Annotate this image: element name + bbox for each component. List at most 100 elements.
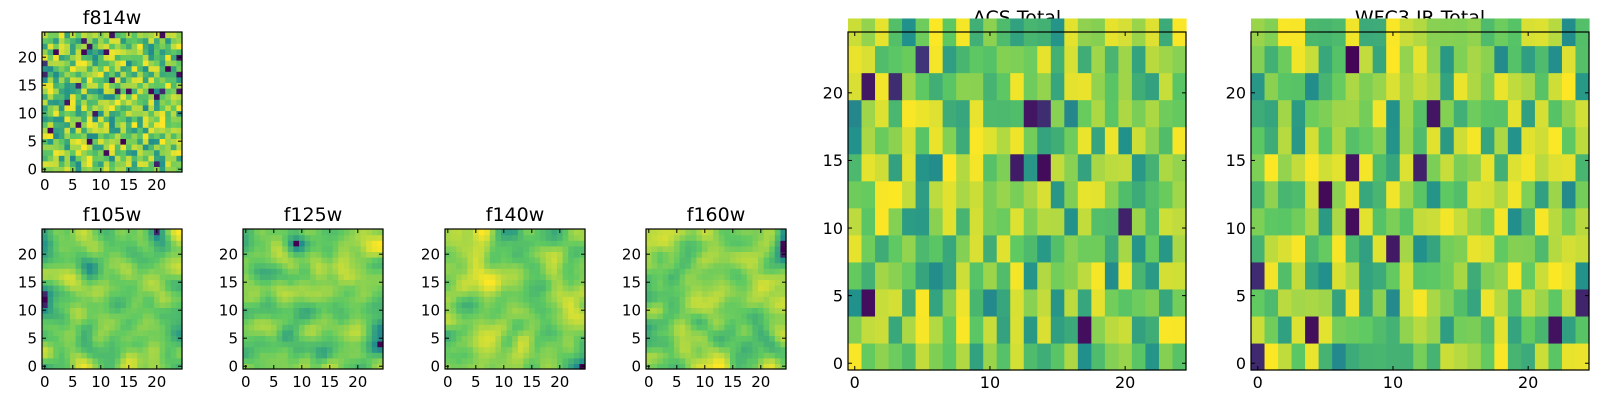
heatmap-cell <box>888 99 903 128</box>
heatmap-cell <box>467 357 474 364</box>
heatmap-cell <box>1467 45 1482 74</box>
heatmap-cell <box>265 229 272 236</box>
heatmap-cell <box>321 229 328 236</box>
heatmap-cell <box>763 245 770 252</box>
heatmap-cell <box>92 324 99 331</box>
heatmap-cell <box>332 352 339 359</box>
heatmap-cell <box>1413 45 1428 74</box>
heatmap-cell <box>321 318 328 325</box>
heatmap-cell <box>668 251 675 258</box>
x-tick-label: 10 <box>292 373 311 391</box>
heatmap-cell <box>707 290 714 297</box>
heatmap-cell <box>126 329 133 336</box>
heatmap-cell <box>562 329 569 336</box>
heatmap-cell <box>746 279 753 286</box>
heatmap-cell <box>47 99 54 106</box>
heatmap-cell <box>445 341 452 348</box>
heatmap-cell <box>557 290 564 297</box>
heatmap-cell <box>176 76 183 83</box>
heatmap-cell <box>120 285 127 292</box>
heatmap-cell <box>98 138 105 145</box>
heatmap-cell <box>70 48 77 55</box>
heatmap-cell <box>114 234 121 241</box>
heatmap-cell <box>86 285 93 292</box>
heatmap-cell <box>265 357 272 364</box>
heatmap-cell <box>120 43 127 50</box>
heatmap-cell <box>996 72 1011 101</box>
heatmap-cell <box>769 335 776 342</box>
heatmap-cell <box>276 324 283 331</box>
heatmap-cell <box>674 335 681 342</box>
heatmap-cell <box>685 352 692 359</box>
heatmap-cell <box>1131 207 1147 236</box>
heatmap-cell <box>1251 72 1266 101</box>
heatmap-cell <box>713 268 720 275</box>
heatmap-cell <box>501 257 508 264</box>
heatmap-cell <box>131 229 138 236</box>
heatmap-cell <box>114 268 121 275</box>
heatmap-cell <box>450 273 457 280</box>
heatmap-cell <box>64 60 71 67</box>
heatmap-cell <box>746 341 753 348</box>
heatmap-cell <box>114 99 121 106</box>
heatmap-cell <box>752 313 759 320</box>
heatmap-cell <box>114 32 121 39</box>
heatmap-cell <box>848 315 863 344</box>
heatmap-cell <box>461 290 468 297</box>
heatmap-cell <box>315 296 322 303</box>
heatmap-cell <box>1521 288 1536 317</box>
heatmap-cell <box>366 329 373 336</box>
heatmap-cell <box>58 307 65 314</box>
heatmap-cell <box>287 346 294 353</box>
heatmap-cell <box>1345 207 1360 236</box>
heatmap-cell <box>103 279 110 286</box>
heatmap-cell <box>758 301 765 308</box>
heatmap-cell <box>58 245 65 252</box>
heatmap-cell <box>1091 153 1106 182</box>
x-tick-label: 0 <box>40 373 50 391</box>
heatmap-cell <box>64 262 71 269</box>
heatmap-cell <box>315 251 322 258</box>
x-tick-label: 15 <box>522 373 541 391</box>
heatmap-cell <box>1291 288 1306 317</box>
heatmap-cell <box>702 262 709 269</box>
heatmap-cell <box>70 335 77 342</box>
heatmap-cell <box>718 279 725 286</box>
heatmap-cell <box>562 240 569 247</box>
heatmap-cell <box>902 72 917 101</box>
heatmap-cell <box>53 93 60 100</box>
heatmap-cell <box>53 296 60 303</box>
heatmap-cell <box>501 301 508 308</box>
heatmap-cell <box>154 313 161 320</box>
heatmap-cell <box>92 313 99 320</box>
heatmap-cell <box>579 341 586 348</box>
heatmap-cell <box>713 335 720 342</box>
heatmap-cell <box>674 357 681 364</box>
heatmap-cell <box>1264 153 1279 182</box>
heatmap-cell <box>1145 153 1160 182</box>
heatmap-cell <box>545 296 552 303</box>
heatmap-cell <box>1010 315 1025 344</box>
heatmap-cell <box>662 229 669 236</box>
heatmap-cell <box>92 257 99 264</box>
heatmap-cell <box>271 285 278 292</box>
heatmap-cell <box>75 144 82 151</box>
heatmap-cell <box>746 262 753 269</box>
heatmap-cell <box>109 251 116 258</box>
heatmap-cell <box>752 307 759 314</box>
x-tick-label: 0 <box>241 373 251 391</box>
heatmap-cell <box>142 149 149 156</box>
heatmap-cell <box>64 240 71 247</box>
heatmap-cell <box>47 262 54 269</box>
heatmap-cell <box>679 257 686 264</box>
heatmap-cell <box>915 315 930 344</box>
heatmap-cell <box>92 149 99 156</box>
heatmap-cell <box>1023 315 1038 344</box>
heatmap-cell <box>366 341 373 348</box>
heatmap-cell <box>969 99 984 128</box>
heatmap-cell <box>1091 234 1106 263</box>
heatmap-cell <box>282 301 289 308</box>
heatmap-cell <box>271 329 278 336</box>
heatmap-cell <box>473 307 480 314</box>
heatmap-cell <box>148 329 155 336</box>
